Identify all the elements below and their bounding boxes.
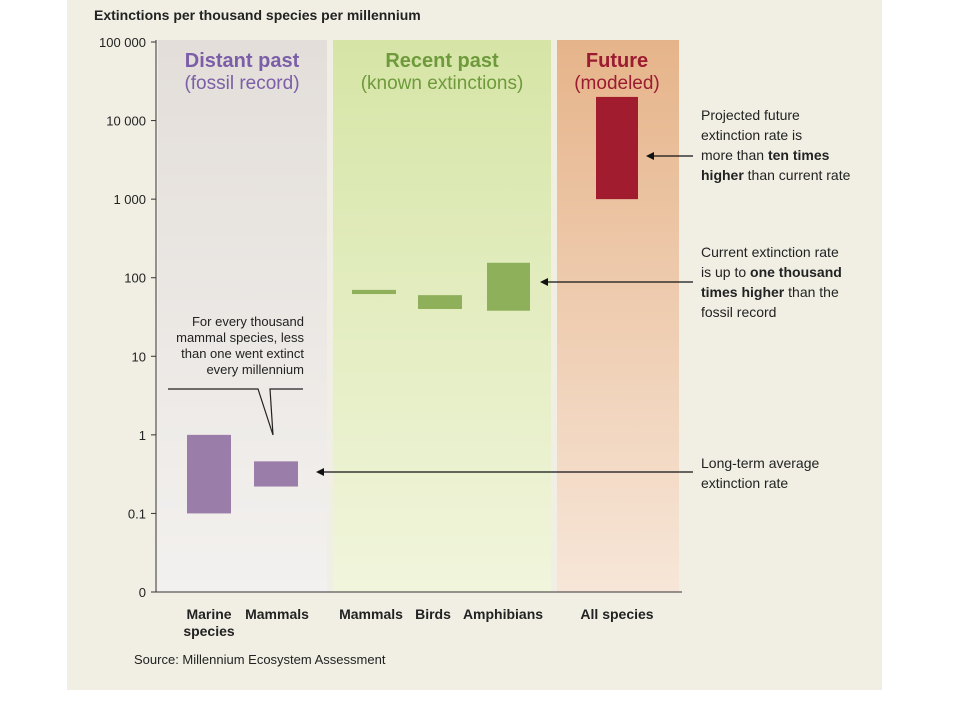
bar bbox=[352, 289, 396, 295]
annotation-mammal-rate: For every thousand mammal species, less th… bbox=[176, 314, 304, 377]
x-category-label: Marine species bbox=[183, 606, 235, 639]
panel-title-distant-past: Distant past bbox=[185, 50, 300, 72]
source-note: Source: Millennium Ecosystem Assessment bbox=[134, 652, 386, 667]
y-tick-label: 1 000 bbox=[113, 192, 146, 207]
panel-title-future: Future bbox=[586, 50, 648, 72]
panel-background-distant-past bbox=[158, 40, 327, 592]
panel-title-recent-past: Recent past bbox=[385, 50, 499, 72]
panel-subtitle-recent-past: (known extinctions) bbox=[361, 73, 524, 94]
annotation-current-rate: Current extinction rate is up to one thou… bbox=[701, 244, 842, 320]
bar bbox=[418, 295, 462, 309]
x-category-label: Mammals bbox=[245, 606, 309, 622]
y-tick-label: 100 000 bbox=[99, 35, 146, 50]
bar bbox=[187, 434, 231, 514]
x-axis-category-labels: Marine species Mammals Mammals Birds Amphibia… bbox=[183, 606, 653, 639]
y-tick-label: 0.1 bbox=[128, 506, 146, 521]
chart-title: Extinctions per thousand species per mil… bbox=[94, 7, 421, 23]
x-category-label: Amphibians bbox=[463, 606, 543, 622]
y-tick-label: 100 bbox=[124, 271, 146, 286]
annotation-future-rate: Projected future extinction rate is more t… bbox=[701, 107, 851, 183]
y-tick-label: 1 bbox=[139, 428, 146, 443]
panel-subtitle-distant-past: (fossil record) bbox=[184, 73, 299, 94]
y-tick-label: 10 000 bbox=[106, 114, 146, 129]
y-tick-label: 10 bbox=[132, 349, 146, 364]
x-category-label: Mammals bbox=[339, 606, 403, 622]
bar bbox=[596, 96, 638, 200]
y-tick-label: 0 bbox=[139, 585, 146, 600]
x-category-label: All species bbox=[580, 606, 653, 622]
y-axis-ticks: 100 000 10 000 1 000 100 10 1 0.1 0 bbox=[99, 35, 156, 600]
x-category-label: Birds bbox=[415, 606, 451, 622]
bar bbox=[487, 262, 530, 311]
panel-subtitle-future: (modeled) bbox=[574, 73, 660, 94]
arrow-future-rate bbox=[646, 152, 693, 160]
callout-bracket-line bbox=[168, 388, 303, 436]
bars bbox=[187, 96, 638, 514]
arrow-long-term-rate bbox=[316, 468, 693, 476]
annotation-long-term-rate: Long-term average extinction rate bbox=[701, 455, 820, 491]
bar bbox=[254, 461, 298, 487]
arrow-current-rate bbox=[540, 278, 693, 286]
panel-background-recent-past bbox=[333, 40, 551, 592]
